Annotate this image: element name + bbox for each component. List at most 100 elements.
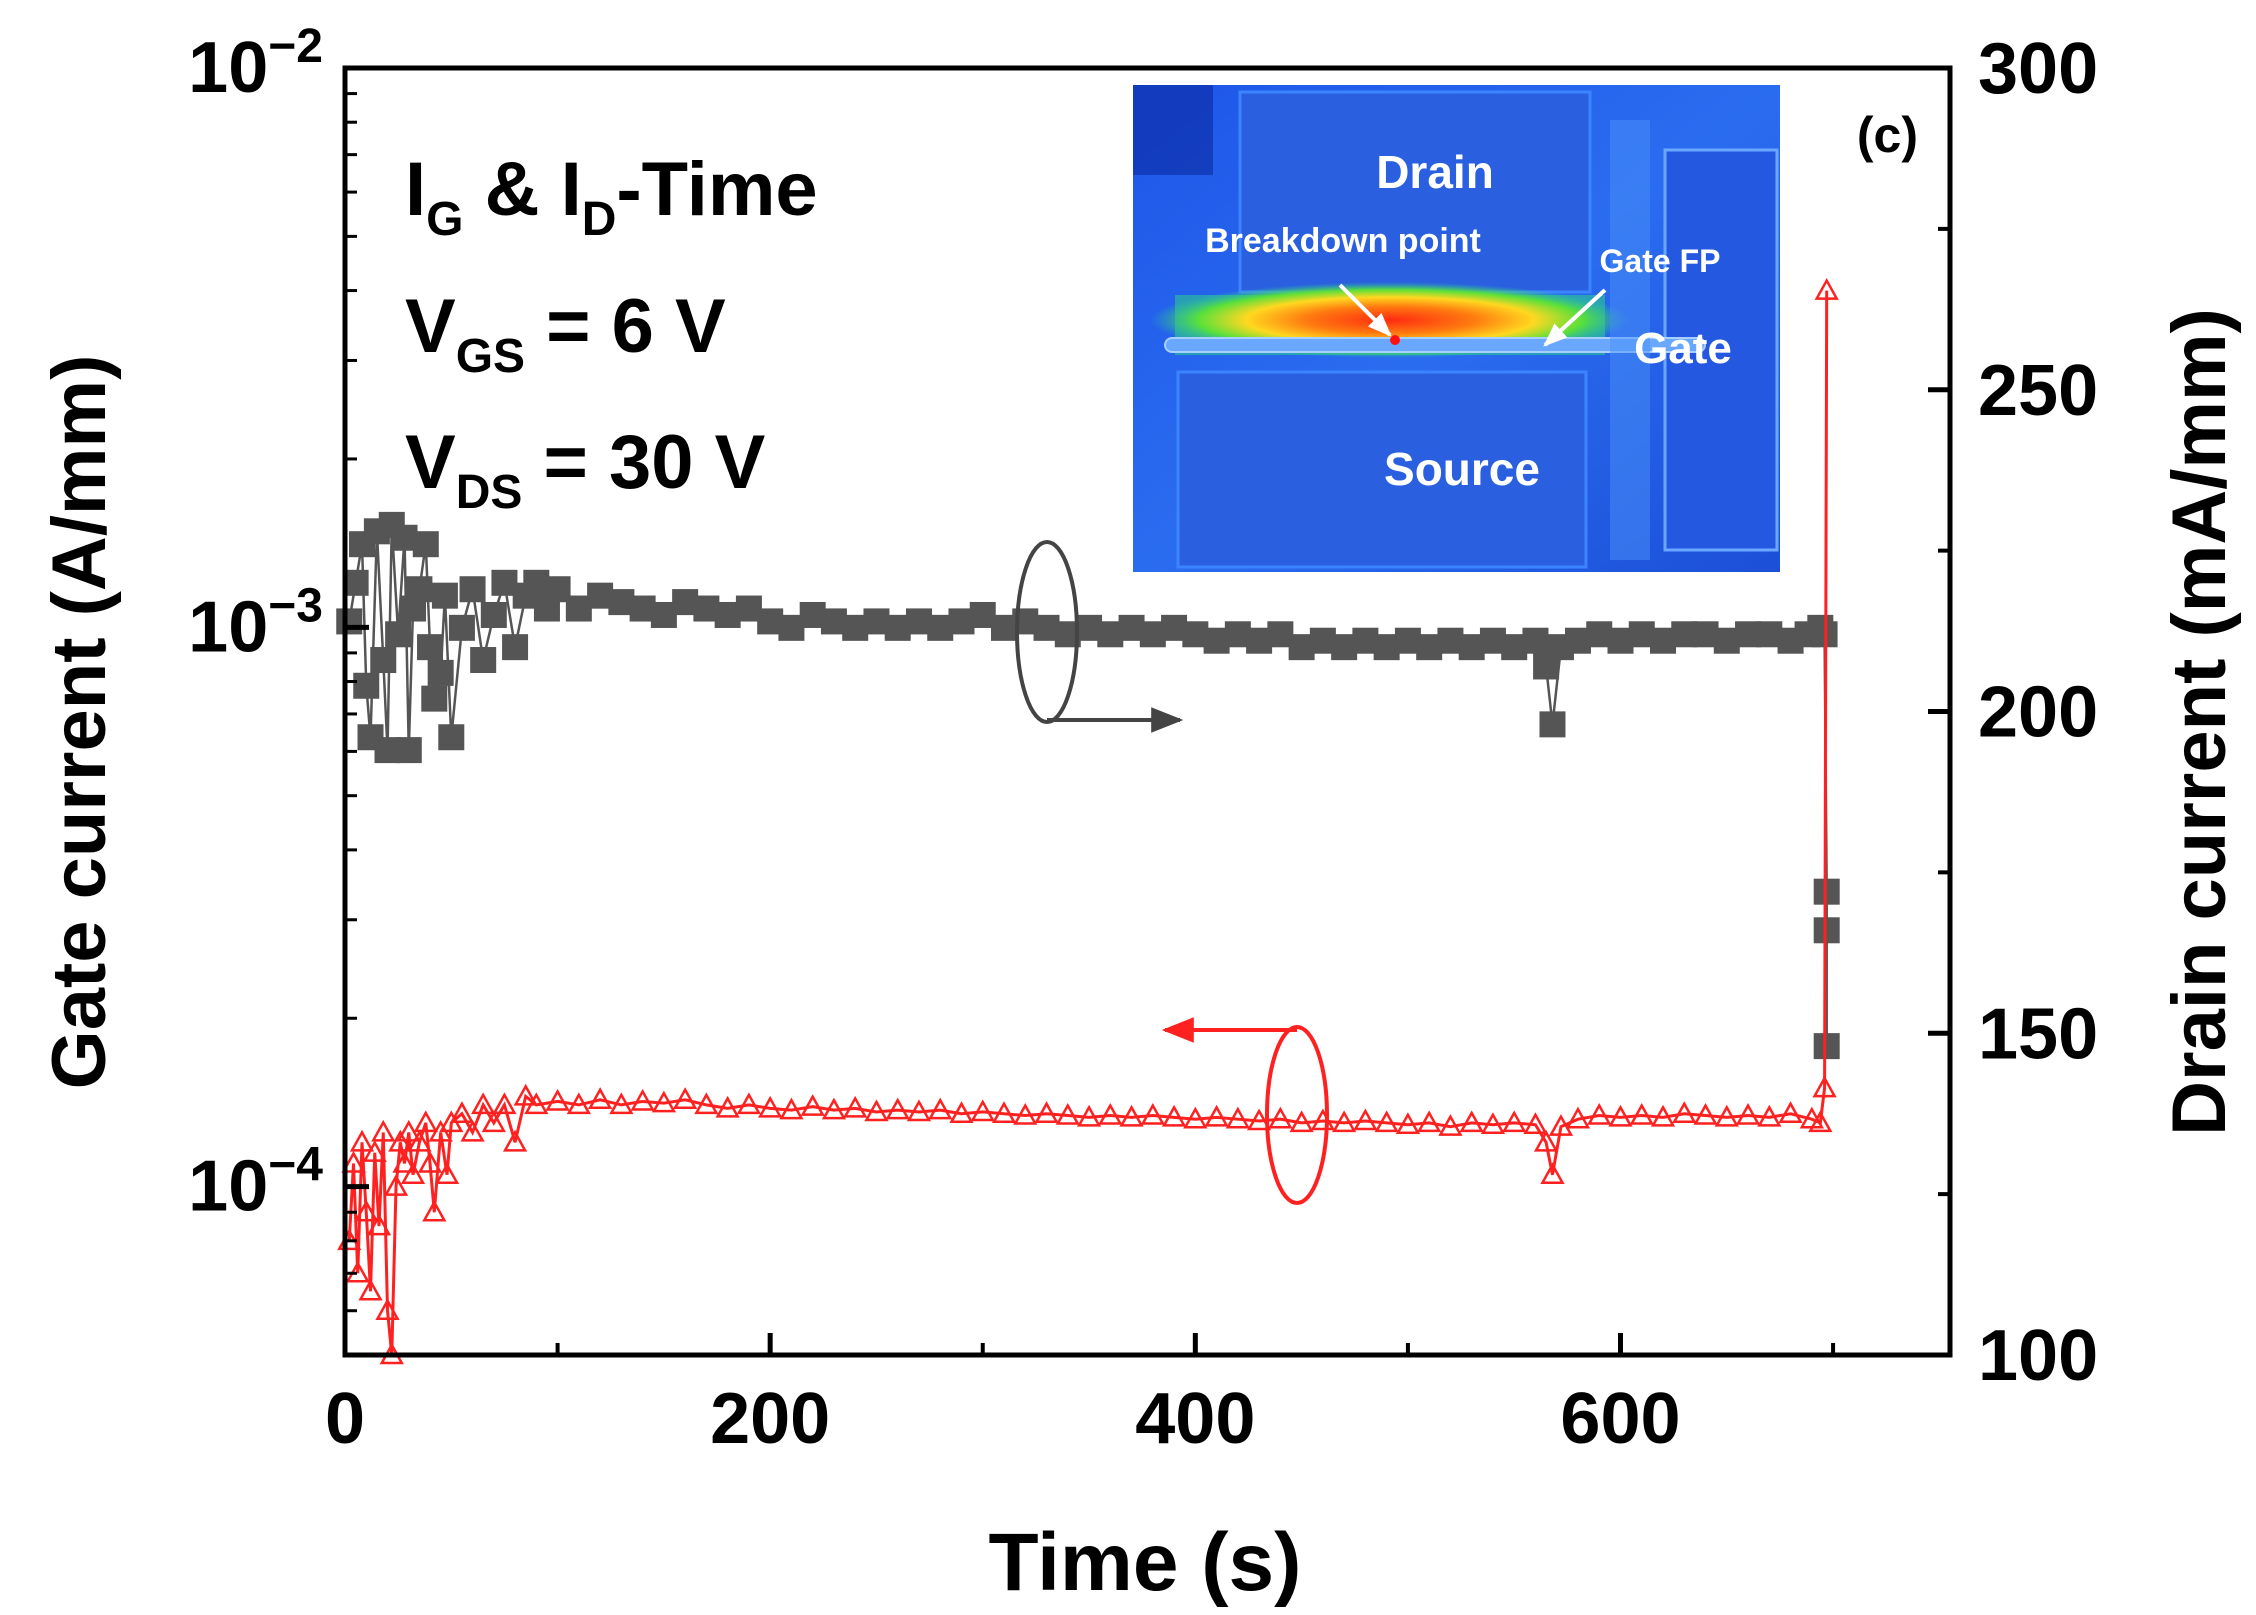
- drain-point: [448, 614, 475, 641]
- y-right-tick-label: 300: [1978, 29, 2098, 109]
- gate-point: [906, 1099, 932, 1122]
- gate-point: [449, 1101, 475, 1123]
- inset-label-source: Source: [1384, 443, 1540, 495]
- drain-point: [1813, 1033, 1840, 1060]
- gate-point: [354, 1199, 379, 1222]
- gate-point: [375, 1298, 400, 1320]
- gate-point: [1374, 1110, 1399, 1133]
- inset-gate-finger: [1164, 337, 1706, 353]
- gate-point: [383, 1174, 409, 1196]
- drain-point: [1539, 711, 1566, 738]
- gate-point: [630, 1088, 655, 1111]
- y-left-tick-label: 10−4: [188, 1139, 323, 1227]
- panel-label: (c): [1857, 107, 1918, 163]
- gate-point: [1289, 1110, 1314, 1133]
- gate-point: [400, 1162, 426, 1185]
- x-axis-title: Time (s): [989, 1517, 1302, 1608]
- gate-point: [1672, 1101, 1697, 1123]
- gate-point: [1268, 1106, 1293, 1129]
- annotation-vds: VDS = 30 V: [405, 420, 766, 519]
- drain-point: [417, 634, 444, 661]
- gate-point: [1533, 1129, 1559, 1152]
- gate-point: [492, 1092, 517, 1115]
- inset-emission-image: Drain Source Gate Gate FP Breakdown poin…: [1133, 85, 1780, 572]
- gate-point: [362, 1140, 387, 1162]
- gate-point: [471, 1092, 496, 1115]
- gate-point: [1540, 1162, 1565, 1185]
- drain-point: [1522, 627, 1549, 654]
- gate-point: [392, 1150, 417, 1173]
- gate-point: [1076, 1104, 1102, 1127]
- drain-point: [480, 601, 507, 628]
- gate-point: [481, 1110, 506, 1133]
- y-right-tick-label: 100: [1978, 1316, 2098, 1396]
- y-right-axis-title: Drain current (mA/mm): [2157, 308, 2242, 1136]
- gate-point: [513, 1083, 538, 1106]
- gate-point: [417, 1150, 443, 1173]
- gate-point: [928, 1097, 953, 1120]
- gate-point: [502, 1129, 528, 1152]
- gate-point: [949, 1101, 974, 1123]
- gate-point: [1140, 1102, 1165, 1125]
- drain-point: [1813, 917, 1840, 944]
- inset-label-gate: Gate: [1634, 324, 1732, 373]
- gate-point: [1438, 1114, 1463, 1136]
- gate-point: [1693, 1102, 1718, 1125]
- x-tick-label: 200: [710, 1379, 830, 1459]
- inset-label-drain: Drain: [1376, 146, 1494, 198]
- gate-point: [422, 1199, 447, 1222]
- gate-point: [736, 1092, 762, 1115]
- gate-point: [524, 1092, 549, 1115]
- gate-point: [460, 1119, 485, 1142]
- gate-point: [1808, 1110, 1833, 1133]
- gate-point: [1246, 1108, 1272, 1131]
- gate-point: [1098, 1102, 1123, 1125]
- inset-label-breakdown: Breakdown point: [1205, 222, 1481, 260]
- gate-point: [1459, 1110, 1484, 1133]
- gate-point: [1502, 1110, 1527, 1133]
- y-left-tick-label: 10−2: [188, 20, 323, 108]
- gate-point: [821, 1097, 847, 1120]
- gate-point: [800, 1094, 825, 1116]
- drain-point: [438, 724, 465, 751]
- gate-point: [1757, 1104, 1782, 1127]
- gate-point: [1608, 1104, 1633, 1127]
- drain-axis-indicator: [1015, 540, 1184, 733]
- gate-point: [545, 1088, 570, 1111]
- gate-point: [566, 1092, 591, 1115]
- gate-point: [1735, 1102, 1761, 1125]
- drain-current-series: [336, 511, 1840, 1060]
- gate-point: [396, 1119, 421, 1142]
- drain-point: [502, 634, 529, 661]
- drain-point: [459, 576, 486, 603]
- gate-point: [371, 1119, 396, 1142]
- gate-axis-indicator: [1161, 1017, 1329, 1205]
- gate-point: [587, 1087, 613, 1109]
- gate-point: [1629, 1102, 1654, 1125]
- drain-point: [427, 659, 454, 686]
- gate-point: [1714, 1104, 1739, 1127]
- drain-point: [470, 647, 497, 674]
- gate-point: [1013, 1102, 1038, 1125]
- gate-point: [694, 1092, 719, 1115]
- gate-point: [970, 1099, 995, 1122]
- gate-point: [1119, 1104, 1144, 1127]
- drain-point: [421, 685, 448, 712]
- drain-point: [406, 576, 433, 603]
- gate-point: [1480, 1112, 1506, 1135]
- x-tick-label: 0: [325, 1379, 365, 1459]
- x-tick-label: 600: [1560, 1379, 1680, 1459]
- gate-point: [843, 1095, 868, 1118]
- drain-point: [395, 737, 422, 764]
- y-right-tick-label: 150: [1978, 994, 2098, 1074]
- gate-point: [991, 1101, 1017, 1123]
- inset-label-gate-fp: Gate FP: [1600, 243, 1721, 279]
- gate-point: [358, 1278, 383, 1301]
- gate-point: [715, 1095, 740, 1118]
- gate-point: [366, 1213, 392, 1236]
- gate-point: [673, 1087, 698, 1109]
- drain-point: [370, 647, 397, 674]
- gate-point: [1523, 1112, 1548, 1135]
- drain-point: [336, 608, 363, 635]
- gate-point: [1395, 1112, 1421, 1135]
